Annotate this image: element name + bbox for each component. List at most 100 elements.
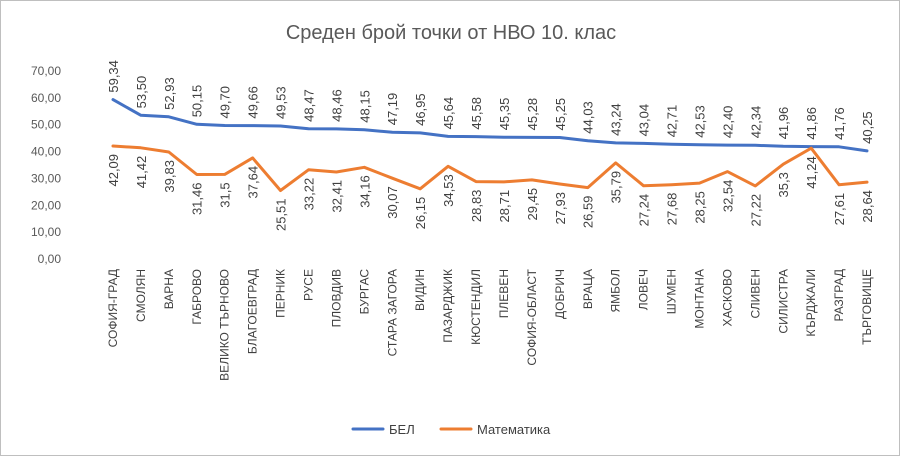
data-label-math: 30,07 (385, 186, 400, 219)
data-label-math: 32,41 (329, 180, 344, 213)
data-label-bel: 59,34 (106, 60, 121, 93)
x-category-label: ХАСКОВО (720, 269, 734, 327)
x-category-label: КЪРДЖАЛИ (804, 269, 818, 337)
x-category-label: СМОЛЯН (134, 269, 148, 322)
chart-title: Среден брой точки от НВО 10. клас (286, 22, 616, 44)
x-category-label: ГАБРОВО (190, 269, 204, 325)
x-category-label: ПЕРНИК (274, 269, 288, 318)
legend-label-bel: БЕЛ (389, 422, 415, 437)
data-label-math: 34,53 (441, 174, 456, 207)
data-label-bel: 42,71 (665, 105, 680, 138)
y-tick-label: 10,00 (31, 225, 61, 239)
x-category-label: ВРАЦА (581, 269, 595, 309)
legend: БЕЛ Математика (351, 422, 551, 437)
data-label-bel: 50,15 (190, 85, 205, 118)
data-label-bel: 45,28 (525, 98, 540, 131)
data-label-bel: 41,76 (832, 107, 847, 140)
data-label-math: 27,22 (748, 194, 763, 227)
data-label-bel: 41,96 (776, 107, 791, 140)
data-labels: 59,34 53,50 52,93 50,15 49,70 49,66 49,53 48,47… (106, 60, 875, 231)
x-category-label: БЛАГОЕВГРАД (246, 269, 260, 354)
data-label-math: 27,61 (832, 193, 847, 226)
x-category-label: СЛИВЕН (748, 269, 762, 318)
y-axis: 0,00 10,00 20,00 30,00 40,00 50,00 60,00 70,00 (31, 64, 61, 266)
y-tick-label: 60,00 (31, 91, 61, 105)
data-label-bel: 49,53 (274, 86, 289, 119)
y-tick-label: 40,00 (31, 145, 61, 159)
x-category-label: ПАЗАРДЖИК (441, 269, 455, 343)
data-label-math: 29,45 (525, 188, 540, 221)
data-label-bel: 41,86 (804, 107, 819, 140)
data-label-bel: 53,50 (134, 76, 149, 109)
data-label-math: 28,71 (497, 190, 512, 223)
data-label-bel: 45,64 (441, 97, 456, 130)
y-tick-label: 20,00 (31, 198, 61, 212)
x-category-label: СИЛИСТРА (776, 269, 790, 334)
x-category-label: МОНТАНА (692, 269, 706, 329)
data-label-bel: 45,35 (497, 98, 512, 131)
data-label-bel: 45,25 (553, 98, 568, 131)
plot-area (111, 98, 869, 192)
x-category-label: ВИДИН (413, 269, 427, 311)
x-category-label: СОФИЯ-ОБЛАСТ (525, 268, 539, 365)
data-label-bel: 44,03 (581, 101, 596, 134)
data-label-math: 32,54 (720, 180, 735, 213)
x-category-label: РАЗГРАД (832, 269, 846, 322)
x-axis: СОФИЯ-ГРАД СМОЛЯН ВАРНА ГАБРОВО ВЕЛИКО ТЪРНО… (106, 268, 874, 380)
data-label-math: 28,83 (469, 190, 484, 223)
y-tick-label: 30,00 (31, 171, 61, 185)
x-category-label: СТАРА ЗАГОРА (385, 269, 399, 356)
x-category-label: ТЪРГОВИЩЕ (860, 269, 874, 345)
x-category-label: СОФИЯ-ГРАД (106, 269, 120, 347)
data-label-bel: 48,46 (329, 89, 344, 122)
data-label-math: 28,64 (860, 190, 875, 223)
x-category-label: БУРГАС (357, 269, 371, 315)
data-label-bel: 42,40 (720, 106, 735, 139)
data-label-math: 26,15 (413, 197, 428, 230)
y-tick-label: 0,00 (38, 252, 62, 266)
data-label-math: 26,59 (581, 196, 596, 229)
x-category-label: ЛОВЕЧ (637, 269, 651, 310)
data-label-bel: 43,04 (637, 104, 652, 137)
data-label-math: 25,51 (274, 198, 289, 231)
data-label-bel: 49,70 (218, 86, 233, 119)
x-category-label: КЮСТЕНДИЛ (469, 269, 483, 345)
y-tick-label: 50,00 (31, 118, 61, 132)
data-label-math: 34,16 (357, 175, 372, 208)
x-category-label: ВАРНА (162, 269, 176, 309)
data-label-math: 27,24 (637, 194, 652, 227)
data-label-bel: 40,25 (860, 111, 875, 144)
x-category-label: ПЛЕВЕН (497, 269, 511, 318)
data-label-bel: 48,47 (301, 89, 316, 122)
x-category-label: РУСЕ (301, 269, 315, 301)
x-category-label: ПЛОВДИВ (329, 269, 343, 327)
data-label-bel: 47,19 (385, 93, 400, 126)
data-label-math: 31,46 (190, 183, 205, 216)
x-category-label: ЯМБОЛ (609, 269, 623, 312)
data-label-bel: 45,58 (469, 97, 484, 130)
data-label-bel: 49,66 (246, 86, 261, 119)
y-tick-label: 70,00 (31, 64, 61, 78)
data-label-math: 42,09 (106, 154, 121, 187)
data-label-bel: 43,24 (609, 103, 624, 136)
data-label-math: 31,5 (218, 182, 233, 207)
data-label-math: 37,64 (246, 166, 261, 199)
legend-label-math: Математика (477, 422, 551, 437)
data-label-math: 27,93 (553, 192, 568, 225)
series-line-bel (111, 98, 869, 153)
x-category-label: ВЕЛИКО ТЪРНОВО (218, 269, 232, 381)
data-label-math: 35,3 (776, 172, 791, 197)
data-label-bel: 52,93 (162, 77, 177, 110)
data-label-math: 27,68 (665, 193, 680, 226)
data-label-bel: 42,53 (692, 105, 707, 138)
data-label-bel: 42,34 (748, 106, 763, 139)
data-label-bel: 46,95 (413, 93, 428, 126)
x-category-label: ШУМЕН (665, 269, 679, 314)
data-label-math: 41,24 (804, 156, 819, 189)
data-label-math: 33,22 (301, 178, 316, 211)
data-label-bel: 48,15 (357, 90, 372, 123)
x-category-label: ДОБРИЧ (553, 269, 567, 319)
data-label-math: 28,25 (692, 191, 707, 224)
